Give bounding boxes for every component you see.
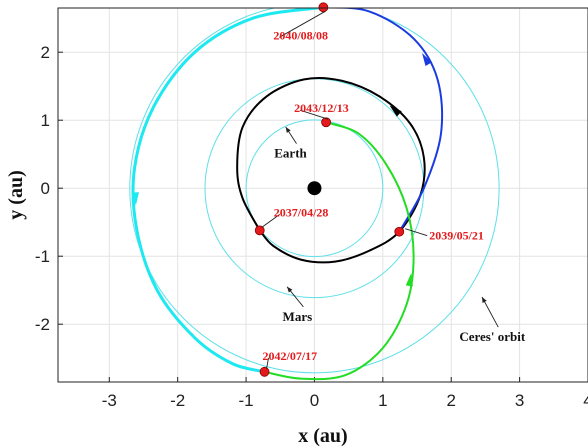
event-markers: 2037/04/28 2039/05/21 2040/08/08 2042/07/17… [254, 2, 484, 377]
event-marker [321, 117, 331, 128]
x-tick-labels: -3 -2 -1 0 1 2 3 4 [102, 391, 588, 410]
plot-frame [57, 7, 588, 383]
sun-marker [307, 181, 322, 196]
y-tick-labels: -2 -1 0 1 2 [35, 43, 50, 334]
event-marker [254, 225, 265, 236]
x-tick-label: 3 [515, 391, 524, 410]
event-pointer-line [266, 357, 269, 369]
trajectory-segment [264, 121, 415, 381]
x-tick-label: 1 [378, 391, 387, 410]
x-axis-label: x (au) [298, 425, 347, 447]
trajectory-arrowhead [131, 192, 140, 206]
trajectory-arrowhead [389, 105, 402, 117]
x-tick-label: -2 [170, 391, 185, 410]
event-marker [259, 366, 270, 377]
event-date-label: 2037/04/28 [274, 205, 329, 219]
x-tick-label: 4 [583, 391, 588, 410]
x-tick-label: 2 [446, 391, 455, 410]
event-pointer-line [279, 10, 326, 38]
y-tick-label: 1 [41, 111, 50, 130]
event-date-label: 2043/12/13 [294, 101, 349, 115]
x-tick-label: -1 [239, 391, 254, 410]
event-pointer-line [261, 213, 281, 228]
y-tick-label: -1 [35, 247, 50, 266]
trajectory-segment [323, 8, 444, 233]
event-date-label: 2039/05/21 [429, 229, 484, 243]
orbit-labels: Earth Mars Ceres' orbit [274, 126, 526, 344]
orbit-circle [129, 8, 500, 374]
event-marker [394, 226, 405, 237]
event-pointer-line [299, 109, 329, 120]
orbit-label-pointer [481, 296, 499, 328]
trajectory-segment [236, 76, 426, 264]
event-marker [318, 2, 329, 13]
plot-background [58, 8, 588, 382]
y-tick-label: 0 [41, 179, 50, 198]
event-date-label: 2040/08/08 [273, 28, 328, 42]
orbit-label-arrowhead [482, 297, 487, 303]
trajectory-arrowhead [422, 52, 432, 66]
orbit-label-arrowhead [287, 286, 293, 293]
orbit-label: Ceres' orbit [459, 329, 525, 344]
orbit-label-arrowhead [285, 127, 291, 133]
y-tick-label: -2 [35, 315, 50, 334]
x-tick-label: 0 [310, 391, 319, 410]
y-tick-label: 2 [41, 43, 50, 62]
orbit-label: Earth [274, 146, 307, 161]
y-axis-label: y (au) [5, 170, 27, 219]
orbit-circle [245, 119, 384, 258]
x-tick-label: -3 [102, 391, 117, 410]
trajectory-segment [131, 8, 324, 374]
trajectory-arrowhead [405, 273, 413, 287]
sun-dot [307, 181, 322, 196]
orbit-label: Mars [283, 309, 313, 324]
event-date-label: 2042/07/17 [263, 349, 318, 363]
trajectory-segments [131, 8, 444, 381]
event-pointer-line [405, 228, 428, 237]
